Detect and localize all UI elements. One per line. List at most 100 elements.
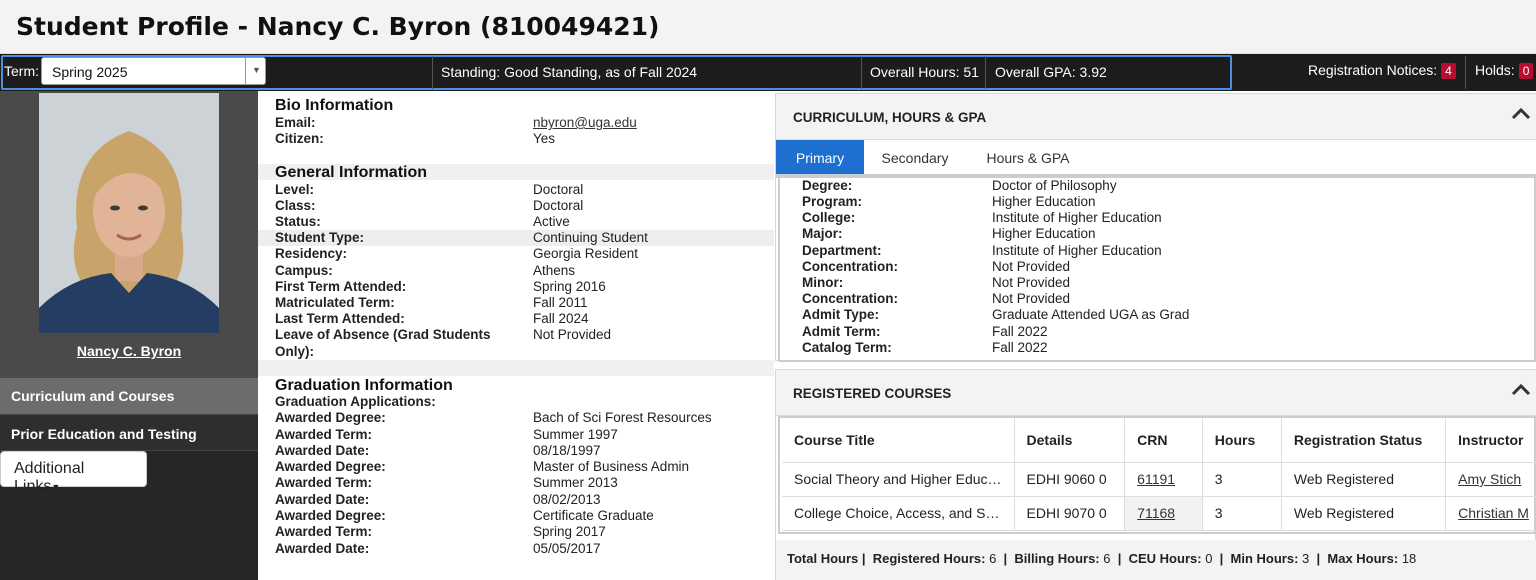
graduation-value: Summer 2013: [533, 475, 618, 490]
tab-underline: [776, 174, 1536, 178]
focus-outline: [1, 55, 1232, 90]
curriculum-label: Concentration:: [802, 291, 898, 306]
curriculum-panel-header: CURRICULUM, HOURS & GPA: [776, 94, 1536, 140]
graduation-row: Awarded Degree: Certificate Graduate: [275, 508, 774, 524]
student-name-link[interactable]: Nancy C. Byron: [76, 343, 182, 359]
general-row: Campus: Athens: [275, 263, 774, 279]
general-row: Class: Doctoral: [275, 198, 774, 214]
overall-hours: Overall Hours: 51: [870, 64, 979, 80]
crn-link[interactable]: 61191: [1124, 462, 1203, 497]
column-header[interactable]: Course Title: [782, 418, 1015, 463]
curriculum-row: Concentration: Not Provided: [802, 259, 1522, 275]
curriculum-row: Major: Higher Education: [802, 226, 1522, 242]
curriculum-row: Department: Institute of Higher Education: [802, 243, 1522, 259]
column-header[interactable]: Registration Status: [1281, 418, 1447, 463]
holds-label: Holds:: [1475, 62, 1515, 78]
chevron-up-icon[interactable]: [1511, 382, 1531, 396]
instructor-link[interactable]: Amy Stich: [1445, 462, 1536, 497]
tab-primary[interactable]: Primary: [776, 140, 864, 174]
nav-curriculum-and-courses[interactable]: Curriculum and Courses: [0, 378, 258, 414]
section-band: [258, 164, 774, 180]
column-header[interactable]: Details: [1014, 418, 1126, 463]
graduation-label: Awarded Date:: [275, 443, 370, 458]
graduation-value: Master of Business Admin: [533, 459, 690, 474]
student-photo: [39, 93, 219, 333]
graduation-label: Awarded Date:: [275, 492, 370, 507]
additional-links-label: Additional Links: [14, 460, 85, 495]
curriculum-tabs: Primary Secondary Hours & GPA: [776, 140, 1536, 174]
details-cell: EDHI 9070 0: [1014, 496, 1126, 531]
additional-links-dropdown[interactable]: Additional Links▼: [0, 451, 147, 495]
table-row: Social Theory and Higher Educ… EDHI 9060…: [782, 462, 1536, 497]
curriculum-value: Doctor of Philosophy: [992, 178, 1117, 193]
curriculum-details: Degree: Doctor of Philosophy Program: High…: [778, 178, 1536, 362]
general-row: Level: Doctoral: [275, 182, 774, 198]
column-header[interactable]: CRN: [1124, 418, 1203, 463]
crn-link[interactable]: 71168: [1124, 496, 1203, 531]
curriculum-value: Fall 2022: [992, 340, 1048, 355]
graduation-row: Awarded Term: Summer 2013: [275, 475, 774, 491]
min-hours-label: Min Hours:: [1230, 551, 1299, 566]
column-header[interactable]: Hours: [1202, 418, 1282, 463]
bio-label: Email:: [275, 115, 316, 130]
overall-hours-value: 51: [963, 64, 979, 80]
curriculum-row: College: Institute of Higher Education: [802, 210, 1522, 226]
graduation-row: Awarded Degree: Master of Business Admin: [275, 459, 774, 475]
curriculum-label: Minor:: [802, 275, 844, 290]
graduation-row: Awarded Term: Spring 2017: [275, 524, 774, 540]
general-value: Georgia Resident: [533, 246, 639, 261]
curriculum-row: Program: Higher Education: [802, 194, 1522, 210]
graduation-row: Awarded Degree: Bach of Sci Forest Resour…: [275, 410, 774, 426]
overall-gpa: Overall GPA: 3.92: [995, 64, 1107, 80]
registration-notices-label: Registration Notices:: [1308, 62, 1438, 78]
divider: [861, 56, 862, 89]
overall-hours-label: Overall Hours:: [870, 64, 960, 80]
billing-hours-value: 6: [1103, 551, 1111, 566]
overall-gpa-value: 3.92: [1079, 64, 1107, 80]
curriculum-label: Catalog Term:: [802, 340, 892, 355]
status-cell: Web Registered: [1281, 496, 1447, 531]
curriculum-value: Institute of Higher Education: [992, 243, 1162, 258]
chevron-up-icon[interactable]: [1511, 106, 1531, 120]
chevron-down-icon: ▼: [252, 65, 261, 75]
registration-notices[interactable]: Registration Notices: 4: [1308, 62, 1456, 79]
general-value: Athens: [533, 263, 576, 278]
nav-prior-education-and-testing[interactable]: Prior Education and Testing: [0, 414, 258, 451]
general-label: First Term Attended:: [275, 279, 407, 294]
holds[interactable]: Holds: 0: [1475, 62, 1534, 79]
holds-badge: 0: [1518, 63, 1534, 79]
general-label: Matriculated Term:: [275, 295, 395, 310]
ceu-hours-label: CEU Hours:: [1128, 551, 1202, 566]
graduation-label: Awarded Date:: [275, 541, 370, 556]
graduation-label: Awarded Degree:: [275, 508, 386, 523]
curriculum-label: Major:: [802, 226, 843, 241]
general-value: Continuing Student: [533, 230, 648, 245]
page-title: Student Profile - Nancy C. Byron (810049…: [16, 12, 660, 41]
graduation-value: Bach of Sci Forest Resources: [533, 410, 712, 425]
graduation-value: Summer 1997: [533, 427, 618, 442]
general-value: Fall 2011: [533, 295, 588, 310]
status-cell: Web Registered: [1281, 462, 1447, 497]
tab-hours-gpa[interactable]: Hours & GPA: [986, 150, 1070, 166]
min-hours-value: 3: [1302, 551, 1310, 566]
term-select-arrow[interactable]: ▼: [245, 58, 265, 84]
graduation-row: Awarded Date: 05/05/2017: [275, 541, 774, 557]
instructor-link[interactable]: Christian M: [1445, 496, 1536, 531]
email-link[interactable]: nbyron@uga.edu: [533, 115, 637, 130]
overall-gpa-label: Overall GPA:: [995, 64, 1076, 80]
tab-secondary[interactable]: Secondary: [881, 150, 949, 166]
graduation-value: Certificate Graduate: [533, 508, 654, 523]
curriculum-panel: CURRICULUM, HOURS & GPA Primary Secondar…: [775, 93, 1536, 362]
graduation-value: 08/18/1997: [533, 443, 601, 458]
general-label: Only):: [275, 344, 314, 359]
column-header[interactable]: Instructor: [1445, 418, 1536, 463]
general-value: Active: [533, 214, 570, 229]
bio-heading: Bio Information: [275, 97, 394, 114]
graduation-row: Awarded Date: 08/02/2013: [275, 492, 774, 508]
graduation-label: Awarded Term:: [275, 427, 373, 442]
graduation-label: Awarded Term:: [275, 524, 373, 539]
term-select[interactable]: Spring 2025 ▼: [41, 57, 266, 85]
graduation-row: Awarded Date: 08/18/1997: [275, 443, 774, 459]
graduation-row: Graduation Applications:: [275, 394, 774, 410]
divider: [1465, 56, 1466, 89]
